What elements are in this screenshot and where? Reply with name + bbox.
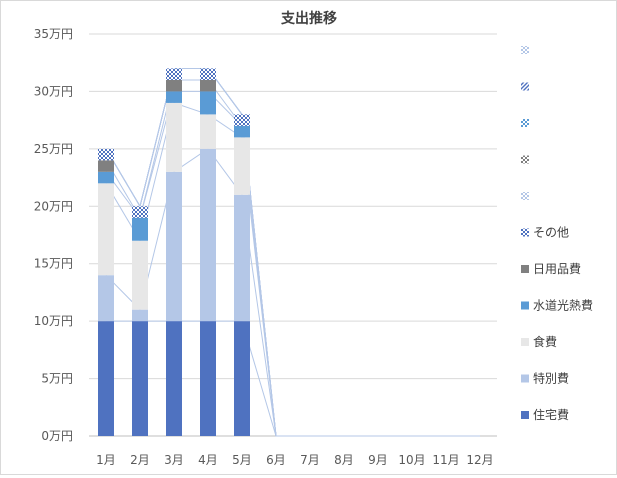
series-line bbox=[105, 102, 480, 437]
legend-swatch bbox=[521, 374, 529, 383]
legend-swatch bbox=[521, 155, 529, 164]
y-tick-label: 25万円 bbox=[34, 142, 73, 156]
legend-label: 水道光熱費 bbox=[533, 298, 593, 313]
series-lines bbox=[105, 67, 480, 437]
x-tick-label: 3月 bbox=[164, 453, 184, 467]
bar-segment[interactable] bbox=[200, 321, 216, 436]
legend-swatch bbox=[521, 46, 529, 54]
bar-segment[interactable] bbox=[132, 217, 148, 241]
x-tick-label: 1月 bbox=[96, 453, 116, 467]
x-tick-label: 2月 bbox=[130, 453, 150, 467]
x-tick-label: 9月 bbox=[368, 453, 388, 467]
bar-segment[interactable] bbox=[234, 137, 250, 195]
legend-swatch bbox=[521, 301, 529, 310]
legend-swatch bbox=[521, 192, 529, 200]
y-tick-label: 20万円 bbox=[34, 199, 73, 213]
bar-segment[interactable] bbox=[132, 309, 148, 322]
series-line bbox=[105, 79, 480, 437]
bar-segment[interactable] bbox=[98, 148, 114, 161]
bar-segment[interactable] bbox=[166, 171, 182, 322]
bar-segment[interactable] bbox=[166, 321, 182, 436]
bar-segment[interactable] bbox=[200, 91, 216, 115]
legend-label: 住宅費 bbox=[533, 407, 569, 422]
bar-segment[interactable] bbox=[98, 275, 114, 322]
y-tick-label: 10万円 bbox=[34, 314, 73, 328]
bar-segment[interactable] bbox=[98, 183, 114, 276]
series-line bbox=[105, 148, 480, 437]
bar-segment[interactable] bbox=[234, 194, 250, 322]
bar-segment[interactable] bbox=[132, 206, 148, 218]
x-tick-label: 6月 bbox=[266, 453, 286, 467]
bar-segment[interactable] bbox=[200, 148, 216, 322]
series-line bbox=[105, 67, 480, 437]
x-tick-label: 5月 bbox=[232, 453, 252, 467]
y-axis-ticks: 0万円 5万円 10万円 15万円 20万円 25万円 30万円 35万円 bbox=[34, 27, 73, 443]
legend-swatch bbox=[521, 265, 529, 273]
y-tick-label: 30万円 bbox=[34, 84, 73, 98]
y-tick-label: 15万円 bbox=[34, 257, 73, 271]
y-tick-label: 0万円 bbox=[41, 429, 73, 443]
gridlines bbox=[89, 33, 497, 437]
bar-segment[interactable] bbox=[132, 321, 148, 436]
x-tick-label: 8月 bbox=[334, 453, 354, 467]
bar-segment[interactable] bbox=[200, 79, 216, 92]
bars bbox=[98, 68, 250, 436]
x-tick-label: 4月 bbox=[198, 453, 218, 467]
series-line bbox=[105, 67, 480, 437]
bar-segment[interactable] bbox=[98, 321, 114, 436]
bar-segment[interactable] bbox=[98, 160, 114, 172]
legend-swatch bbox=[521, 119, 529, 127]
bar-segment[interactable] bbox=[200, 68, 216, 80]
x-tick-label: 10月 bbox=[398, 453, 425, 467]
bar-segment[interactable] bbox=[166, 68, 182, 80]
series-line bbox=[105, 67, 480, 437]
bar-segment[interactable] bbox=[98, 171, 114, 184]
x-tick-label: 11月 bbox=[432, 453, 459, 467]
series-line bbox=[105, 67, 480, 437]
legend-swatch bbox=[521, 338, 529, 346]
legend[interactable]: 住宅費 特別費 食費 水道光熱費 日用品費 その他 bbox=[521, 46, 593, 422]
legend-label: 食費 bbox=[533, 334, 557, 349]
bar-segment[interactable] bbox=[200, 114, 216, 149]
bar-segment[interactable] bbox=[132, 240, 148, 310]
bar-segment[interactable] bbox=[234, 114, 250, 126]
legend-label: その他 bbox=[533, 226, 569, 240]
x-tick-label: 12月 bbox=[466, 453, 493, 467]
legend-swatch bbox=[521, 411, 529, 419]
legend-swatch bbox=[521, 228, 529, 237]
x-axis-ticks: 1月 2月 3月 4月 5月 6月 7月 8月 9月 10月 11月 12月 bbox=[96, 453, 493, 467]
series-line bbox=[105, 67, 480, 437]
y-tick-label: 35万円 bbox=[34, 27, 73, 41]
x-tick-label: 7月 bbox=[300, 453, 320, 467]
bar-segment[interactable] bbox=[166, 91, 182, 103]
legend-swatch bbox=[521, 82, 529, 91]
bar-segment[interactable] bbox=[166, 102, 182, 172]
legend-label: 日用品費 bbox=[533, 261, 581, 276]
bar-segment[interactable] bbox=[166, 79, 182, 92]
y-tick-label: 5万円 bbox=[41, 372, 73, 386]
series-line bbox=[105, 67, 480, 437]
bar-segment[interactable] bbox=[234, 321, 250, 436]
legend-label: 特別費 bbox=[533, 371, 569, 386]
chart-title: 支出推移 bbox=[280, 10, 337, 27]
bar-segment[interactable] bbox=[234, 125, 250, 138]
